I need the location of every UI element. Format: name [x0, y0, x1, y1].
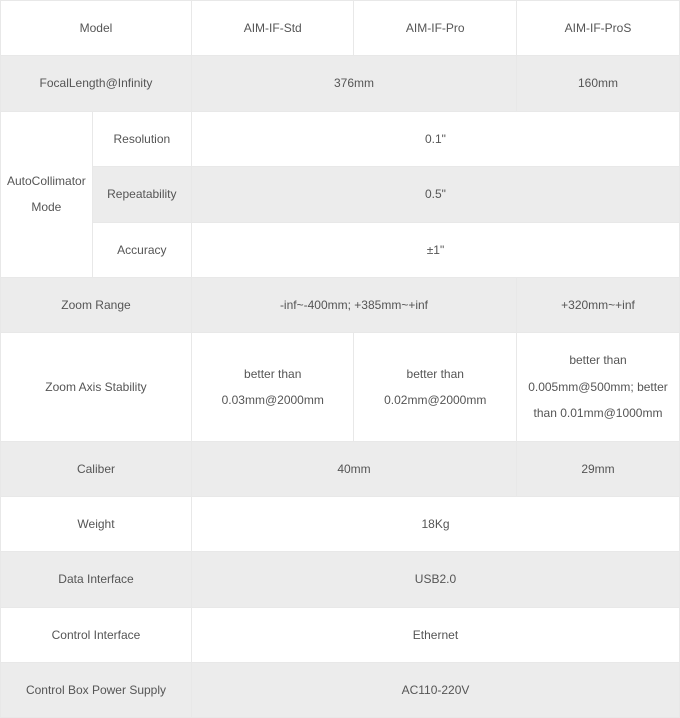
resolution-row: AutoCollimator Mode Resolution 0.1"	[1, 111, 680, 166]
control-interface-value: Ethernet	[191, 607, 679, 662]
accuracy-label: Accuracy	[92, 222, 191, 277]
header-row: Model AIM-IF-Std AIM-IF-Pro AIM-IF-ProS	[1, 1, 680, 56]
zoom-range-stdpro: -inf~-400mm; +385mm~+inf	[191, 277, 516, 332]
caliber-label: Caliber	[1, 441, 192, 496]
focal-length-label: FocalLength@Infinity	[1, 56, 192, 111]
data-interface-label: Data Interface	[1, 552, 192, 607]
weight-row: Weight 18Kg	[1, 496, 680, 551]
zoom-axis-stability-pros: better than 0.005mm@500mm; better than 0…	[517, 333, 680, 441]
control-interface-row: Control Interface Ethernet	[1, 607, 680, 662]
caliber-pros: 29mm	[517, 441, 680, 496]
power-supply-value: AC110-220V	[191, 663, 679, 718]
repeatability-label: Repeatability	[92, 167, 191, 222]
focal-length-pros: 160mm	[517, 56, 680, 111]
caliber-stdpro: 40mm	[191, 441, 516, 496]
focal-length-stdpro: 376mm	[191, 56, 516, 111]
zoom-axis-stability-row: Zoom Axis Stability better than 0.03mm@2…	[1, 333, 680, 441]
model-pro: AIM-IF-Pro	[354, 1, 517, 56]
resolution-value: 0.1"	[191, 111, 679, 166]
weight-label: Weight	[1, 496, 192, 551]
accuracy-row: Accuracy ±1"	[1, 222, 680, 277]
zoom-range-row: Zoom Range -inf~-400mm; +385mm~+inf +320…	[1, 277, 680, 332]
model-std: AIM-IF-Std	[191, 1, 354, 56]
zoom-axis-stability-pro: better than 0.02mm@2000mm	[354, 333, 517, 441]
weight-value: 18Kg	[191, 496, 679, 551]
zoom-range-pros: +320mm~+inf	[517, 277, 680, 332]
power-supply-label: Control Box Power Supply	[1, 663, 192, 718]
control-interface-label: Control Interface	[1, 607, 192, 662]
repeatability-row: Repeatability 0.5"	[1, 167, 680, 222]
power-supply-row: Control Box Power Supply AC110-220V	[1, 663, 680, 718]
accuracy-value: ±1"	[191, 222, 679, 277]
resolution-label: Resolution	[92, 111, 191, 166]
spec-table: Model AIM-IF-Std AIM-IF-Pro AIM-IF-ProS …	[0, 0, 680, 718]
model-label: Model	[1, 1, 192, 56]
zoom-range-label: Zoom Range	[1, 277, 192, 332]
autocollimator-group-label: AutoCollimator Mode	[1, 111, 93, 277]
caliber-row: Caliber 40mm 29mm	[1, 441, 680, 496]
model-pros: AIM-IF-ProS	[517, 1, 680, 56]
zoom-axis-stability-label: Zoom Axis Stability	[1, 333, 192, 441]
repeatability-value: 0.5"	[191, 167, 679, 222]
data-interface-value: USB2.0	[191, 552, 679, 607]
data-interface-row: Data Interface USB2.0	[1, 552, 680, 607]
zoom-axis-stability-std: better than 0.03mm@2000mm	[191, 333, 354, 441]
focal-length-row: FocalLength@Infinity 376mm 160mm	[1, 56, 680, 111]
